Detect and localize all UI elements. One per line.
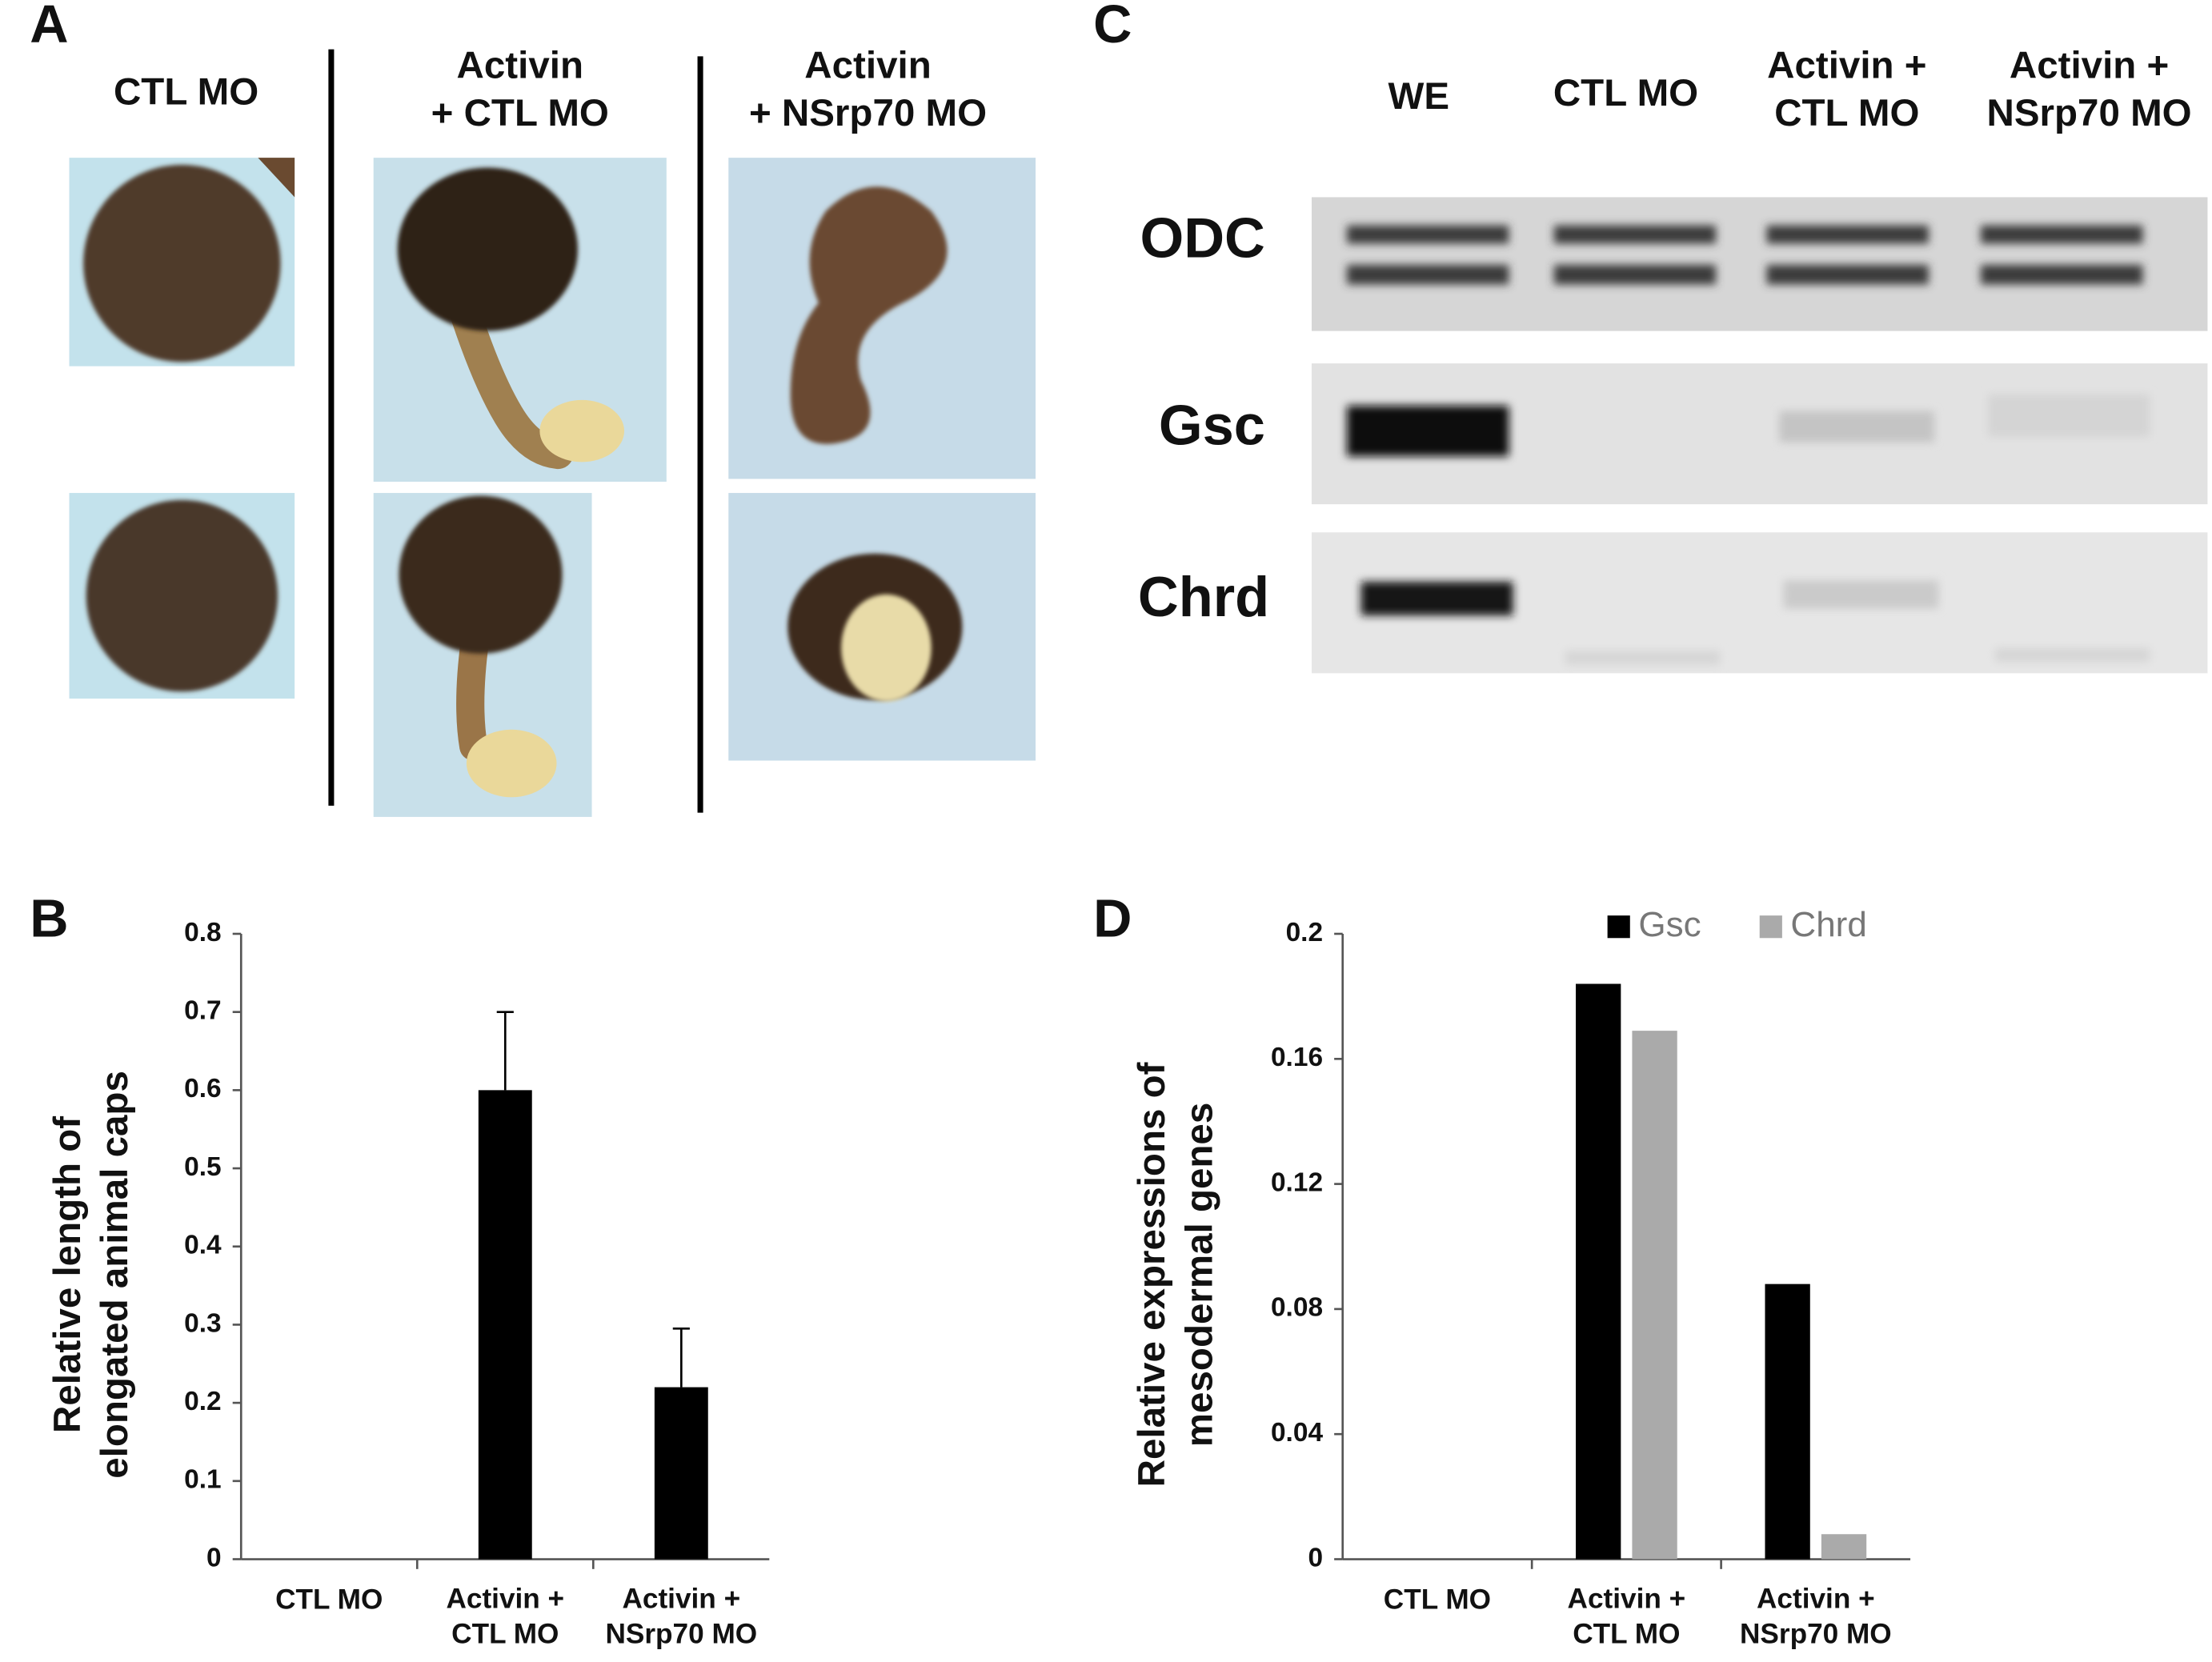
x-tick-label: CTL MO [1384,1584,1491,1616]
photo [373,158,667,482]
y-tick-label: 0.12 [1271,1167,1323,1197]
error-bar [672,1328,690,1388]
bar [1632,1031,1677,1560]
panel-label: C [1093,0,1132,54]
y-tick-label: 0.08 [1271,1293,1323,1323]
panel-label: D [1093,889,1132,949]
row-label: ODC [1140,206,1264,269]
y-tick-label: 0.04 [1271,1418,1323,1448]
x-tick-label: Activin + CTL MO [1568,1584,1686,1650]
bar [478,1090,532,1560]
lane-label: Activin + NSrp70 MO [1987,44,2192,134]
photo [728,158,1036,479]
bar [1576,983,1621,1560]
y-tick-label: 0.2 [1286,918,1323,947]
gel-strip [1311,197,2208,331]
lane-label: Activin + CTL MO [1767,44,1926,134]
legend-label: Chrd [1790,905,1866,944]
gel-strip [1311,363,2208,505]
y-tick-label: 0 [1308,1543,1323,1572]
y-tick-label: 0.2 [184,1387,221,1416]
legend-swatch [1607,915,1630,939]
gel-strip [1311,532,2208,674]
photo [69,493,295,699]
x-tick-label: Activin + NSrp70 MO [1740,1584,1892,1650]
lane-label: WE [1388,75,1449,118]
error-bar [496,1011,514,1091]
photo [728,493,1036,761]
row-label: Gsc [1159,393,1265,456]
y-tick-label: 0.7 [184,996,221,1026]
y-tick-label: 0.3 [184,1308,221,1338]
y-tick-label: 0.4 [184,1231,222,1260]
y-tick-label: 0.5 [184,1152,221,1182]
bar [654,1387,708,1560]
x-tick-label: Activin + CTL MO [446,1584,564,1650]
photo [373,493,592,817]
y-axis-label: Relative length of elongated animal caps [46,1071,135,1479]
x-tick-label: Activin + NSrp70 MO [605,1584,757,1650]
photo [69,158,295,366]
x-tick-label: CTL MO [275,1584,383,1616]
y-tick-label: 0 [206,1543,222,1572]
column-header: Activin + NSrp70 MO [749,44,987,134]
row-label: Chrd [1138,565,1269,628]
lane-label: CTL MO [1553,72,1698,114]
y-axis-label: Relative expressions of mesodermal genes [1131,1062,1220,1487]
panel-label: B [30,889,68,949]
y-tick-label: 0.1 [184,1465,221,1495]
legend-label: Gsc [1638,905,1701,944]
panel-label: A [30,0,68,54]
column-header: CTL MO [114,70,258,113]
y-tick-label: 0.8 [184,918,221,947]
y-tick-label: 0.16 [1271,1043,1323,1072]
column-header: Activin + CTL MO [431,44,609,134]
bar [1765,1284,1810,1560]
legend-swatch [1759,915,1782,939]
bar [1821,1534,1867,1560]
y-label-wrap: Relative length of elongated animal caps [46,1071,135,1479]
y-tick-label: 0.6 [184,1074,221,1103]
y-label-wrap: Relative expressions of mesodermal genes [1131,1062,1220,1487]
